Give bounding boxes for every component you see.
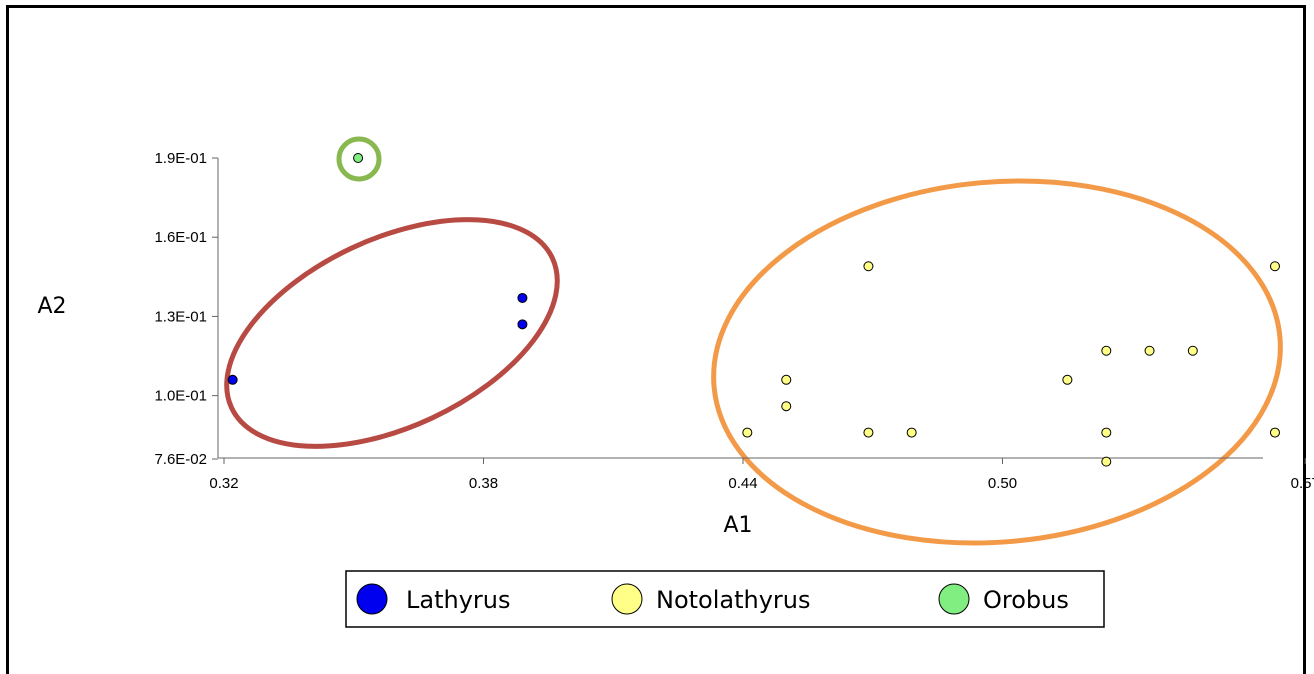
x-ticks: 0.32 0.38 0.44 0.50 0.57	[209, 458, 1314, 492]
legend-marker-lathyrus	[356, 583, 388, 615]
y-tick-label: 1.9E-01	[154, 150, 207, 167]
data-point-notolathyrus	[742, 427, 753, 438]
y-ticks: 1.9E-01 1.6E-01 1.3E-01 1.0E-01 7.6E-02	[154, 150, 218, 468]
data-point-notolathyrus	[1269, 261, 1280, 272]
legend-box	[345, 570, 1105, 628]
legend-label-orobus: Orobus	[983, 586, 1069, 614]
data-point-notolathyrus	[1062, 374, 1073, 385]
legend-marker-orobus	[938, 583, 970, 615]
data-point-orobus	[353, 153, 364, 163]
data-point-notolathyrus	[1187, 345, 1198, 356]
x-tick-label: 0.38	[469, 475, 498, 492]
data-point-lathyrus	[517, 319, 528, 330]
group-outline-orobus	[336, 136, 382, 182]
data-point-notolathyrus	[906, 427, 917, 438]
data-point-notolathyrus	[1269, 427, 1280, 438]
data-point-notolathyrus	[781, 374, 792, 385]
data-points	[227, 153, 1280, 467]
group-outline-lathyrus	[224, 217, 560, 449]
group-outlines	[224, 136, 1283, 546]
data-point-notolathyrus	[863, 427, 874, 438]
x-tick-label: 0.50	[988, 475, 1017, 492]
chart-frame	[6, 5, 1306, 674]
data-point-notolathyrus	[1144, 345, 1155, 356]
legend-marker-notolathyrus	[611, 583, 643, 615]
data-point-notolathyrus	[1101, 427, 1112, 438]
y-tick-label: 1.6E-01	[154, 229, 207, 246]
x-tick-label: 0.44	[728, 475, 757, 492]
data-point-lathyrus	[227, 374, 238, 385]
x-axis-title: A1	[723, 513, 752, 538]
data-point-notolathyrus	[1101, 345, 1112, 356]
data-point-notolathyrus	[781, 401, 792, 412]
x-tick-label: 0.57	[1291, 475, 1314, 492]
y-axis-title: A2	[37, 294, 66, 319]
axes	[217, 158, 1263, 459]
legend: Lathyrus Notolathyrus Orobus	[345, 570, 1105, 628]
data-point-notolathyrus	[1101, 456, 1112, 467]
x-tick-label: 0.32	[209, 475, 238, 492]
data-point-lathyrus	[517, 292, 528, 303]
legend-label-lathyrus: Lathyrus	[406, 586, 510, 614]
group-outline-notolathyrus	[711, 178, 1283, 546]
legend-label-notolathyrus: Notolathyrus	[656, 586, 811, 614]
y-tick-label: 7.6E-02	[154, 451, 207, 468]
y-tick-label: 1.0E-01	[154, 388, 207, 405]
data-point-notolathyrus	[863, 261, 874, 272]
y-tick-label: 1.3E-01	[154, 308, 207, 325]
